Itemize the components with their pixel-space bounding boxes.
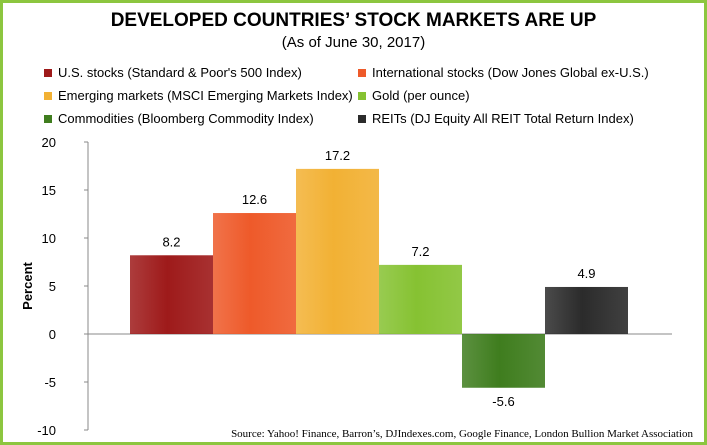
bar-6 [545,286,628,334]
source-note: Source: Yahoo! Finance, Barron’s, DJInde… [229,428,695,440]
legend-swatch-us-stocks [44,68,52,77]
data-label-5: -5.6 [492,394,514,409]
data-label-1: 8.2 [162,234,180,249]
legend-item-reits: REITs (DJ Equity All REIT Total Return I… [358,111,634,126]
y-axis-label: Percent [20,261,35,309]
legend-item-emerging-markets: Emerging markets (MSCI Emerging Markets … [44,88,353,103]
legend-item-commodities: Commodities (Bloomberg Commodity Index) [44,111,314,126]
data-label-2: 12.6 [242,192,267,207]
y-tick-label: 20 [42,135,56,150]
chart-subtitle: (As of June 30, 2017) [281,34,426,51]
legend-label-us-stocks: U.S. stocks (Standard & Poor's 500 Index… [58,65,302,80]
y-tick-label: -5 [44,375,56,390]
legend-label-emerging-markets: Emerging markets (MSCI Emerging Markets … [58,88,353,103]
legend-swatch-gold [358,91,366,100]
y-tick-label: 15 [42,183,56,198]
legend-item-us-stocks: U.S. stocks (Standard & Poor's 500 Index… [44,65,302,80]
legend-swatch-emerging-markets [44,91,52,100]
legend-item-international-stocks: International stocks (Dow Jones Global e… [358,65,649,80]
legend-label-commodities: Commodities (Bloomberg Commodity Index) [58,111,314,126]
plot-area: 20 15 10 5 0 -5 -10 Percent 8.2 12.6 17.2 7.2 -5.6 4.… [20,135,672,438]
legend-swatch-commodities [44,114,52,123]
y-tick-label: 0 [49,327,56,342]
legend-label-international-stocks: International stocks (Dow Jones Global e… [372,65,649,80]
bar-3 [296,168,379,334]
bar-1 [130,255,213,334]
bar-4 [379,264,462,334]
legend-label-gold: Gold (per ounce) [372,88,470,103]
data-label-4: 7.2 [411,244,429,259]
chart-title: DEVELOPED COUNTRIES’ STOCK MARKETS ARE U… [110,10,597,31]
bar-2 [213,213,296,334]
legend-swatch-reits [358,114,366,123]
bar-5 [462,334,545,388]
legend-label-reits: REITs (DJ Equity All REIT Total Return I… [372,111,634,126]
y-tick-label: 10 [42,231,56,246]
legend-swatch-international-stocks [358,68,366,77]
legend-item-gold: Gold (per ounce) [358,88,470,103]
y-tick-label: 5 [49,279,56,294]
data-label-3: 17.2 [325,148,350,163]
y-tick-label: -10 [37,423,56,438]
data-label-6: 4.9 [577,266,595,281]
